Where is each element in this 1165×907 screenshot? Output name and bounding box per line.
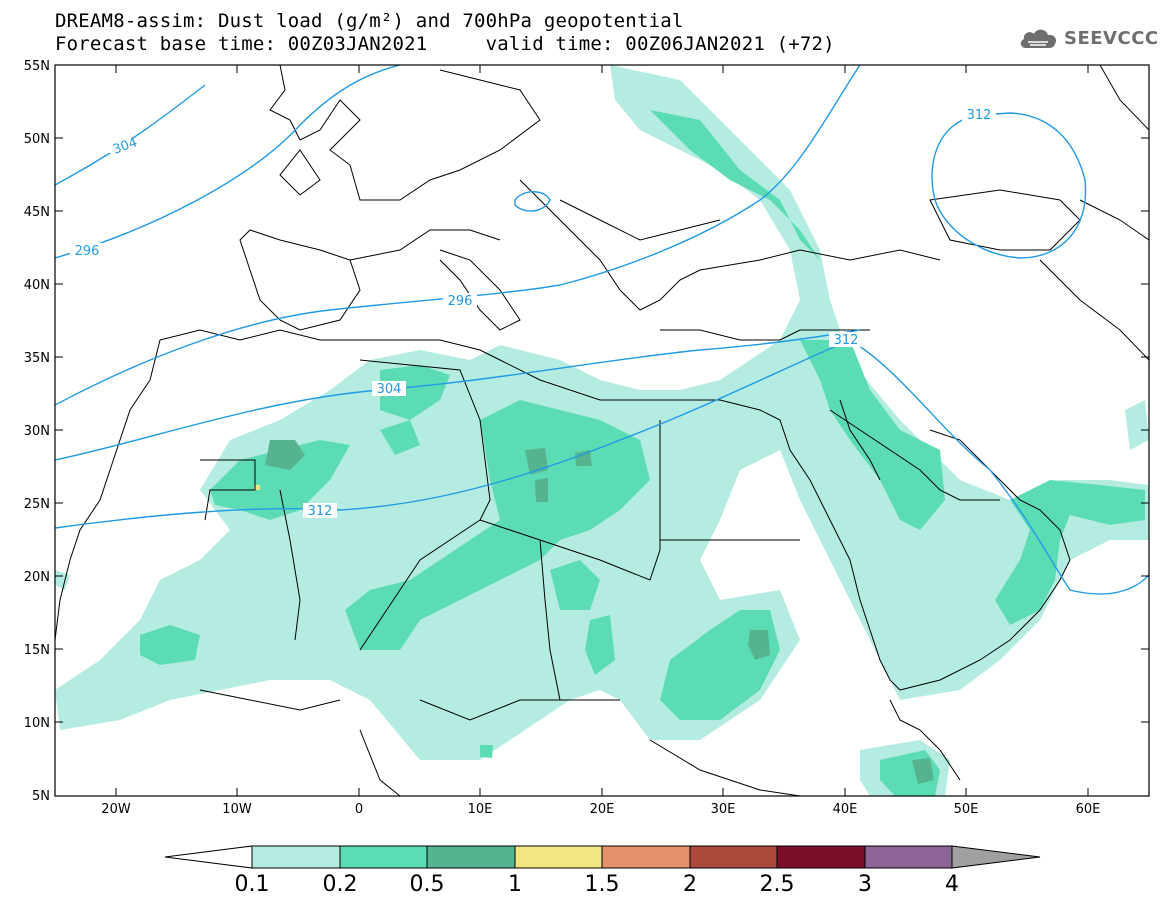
- contour-label-304-mid: 304: [377, 382, 402, 397]
- contour-label-312-caspian: 312: [967, 108, 992, 123]
- map-title-line-1: DREAM8-assim: Dust load (g/m²) and 700hP…: [55, 10, 684, 32]
- colorbar-bin-2-2-5: [689, 845, 778, 869]
- contour-line-small-adriatic: [514, 191, 551, 212]
- longitude-labels: 20W 10W 0 10E 20E 30E 40E 50E 60E: [101, 802, 1100, 817]
- contour-label-312-levant: 312: [834, 333, 859, 348]
- colorbar-label-2: 2: [683, 872, 697, 897]
- lon-label-30e: 30E: [711, 802, 736, 817]
- colorbar-label-1-5: 1.5: [585, 872, 620, 897]
- contour-label-296-w: 296: [75, 244, 100, 259]
- contour-line-304-north: [55, 84, 206, 186]
- logo-text: SEEVCCC: [1064, 27, 1159, 49]
- lat-label-35n: 35N: [24, 351, 50, 366]
- axis-ticks: [55, 64, 1149, 797]
- lat-label-30n: 30N: [24, 424, 50, 439]
- lon-label-20e: 20E: [590, 802, 615, 817]
- colorbar-bin-0-5-1: [426, 845, 516, 869]
- lon-label-10w: 10W: [222, 802, 252, 817]
- lat-label-20n: 20N: [24, 570, 50, 585]
- colorbar-label-0-2: 0.2: [323, 872, 358, 897]
- colorbar: [164, 845, 1041, 869]
- colorbar-bin-1-5-2: [601, 845, 691, 869]
- lon-label-60e: 60E: [1076, 802, 1101, 817]
- latitude-labels: 55N 50N 45N 40N 35N 30N 25N 20N 15N 10N …: [24, 59, 50, 804]
- contour-label-304-nw: 304: [111, 135, 139, 158]
- colorbar-high-triangle: [951, 845, 1041, 869]
- contour-label-312-africa: 312: [308, 504, 333, 519]
- dust-fields: [55, 65, 1149, 796]
- colorbar-label-1: 1: [508, 872, 522, 897]
- colorbar-bin-1-1-5: [514, 845, 603, 869]
- coastlines-and-borders: [55, 65, 1149, 796]
- contour-labels: 304 296 296 304 312 312 312: [70, 107, 996, 519]
- dust-level-0-5: [265, 440, 934, 784]
- lat-label-10n: 10N: [24, 716, 50, 731]
- lat-label-45n: 45N: [24, 205, 50, 220]
- colorbar-bin-2-5-3: [776, 845, 866, 869]
- contour-label-296-mid: 296: [448, 294, 473, 309]
- colorbar-label-4: 4: [945, 872, 959, 897]
- lon-label-10e: 10E: [468, 802, 493, 817]
- colorbar-bin-3-4: [864, 845, 953, 869]
- lat-label-55n: 55N: [24, 59, 50, 74]
- contour-line-304-mid: [55, 329, 861, 461]
- lat-label-40n: 40N: [24, 278, 50, 293]
- colorbar-label-0-5: 0.5: [410, 872, 445, 897]
- contour-line-312-east: [931, 112, 1087, 259]
- contour-line-296-west: [55, 65, 401, 259]
- lon-label-0: 0: [355, 802, 363, 817]
- colorbar-low-triangle: [164, 845, 253, 869]
- lat-label-5n: 5N: [32, 789, 50, 804]
- colorbar-labels: 0.1 0.2 0.5 1 1.5 2 2.5 3 4: [235, 872, 960, 897]
- colorbar-bin-0-2-0-5: [339, 845, 428, 869]
- seevccc-logo: SEEVCCC: [1018, 26, 1159, 50]
- contour-line-296-mid: [55, 65, 861, 406]
- lon-label-40e: 40E: [833, 802, 858, 817]
- colorbar-label-2-5: 2.5: [760, 872, 795, 897]
- lat-label-50n: 50N: [24, 132, 50, 147]
- lon-label-50e: 50E: [954, 802, 979, 817]
- colorbar-label-0-1: 0.1: [235, 872, 270, 897]
- colorbar-bin-0-1-0-2: [251, 845, 341, 869]
- lon-label-20w: 20W: [101, 802, 131, 817]
- lat-label-15n: 15N: [24, 643, 50, 658]
- cloud-icon: [1020, 29, 1057, 48]
- colorbar-label-3: 3: [858, 872, 872, 897]
- lat-label-25n: 25N: [24, 497, 50, 512]
- map-title-line-2: Forecast base time: 00Z03JAN2021 valid t…: [55, 33, 835, 55]
